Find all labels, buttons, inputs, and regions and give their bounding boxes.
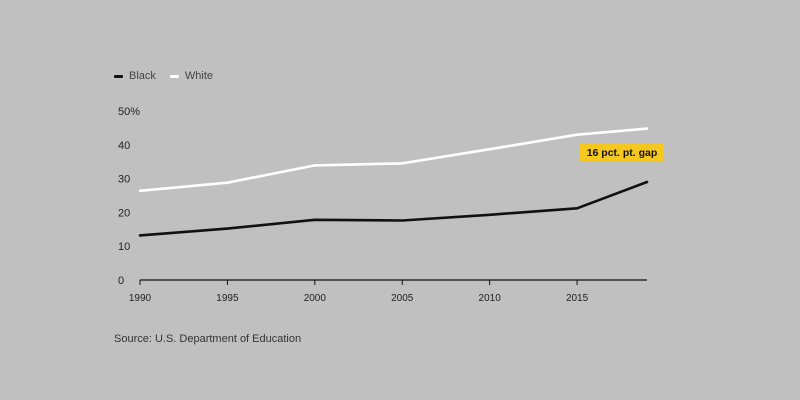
x-tick-label: 1990 (129, 293, 152, 304)
annotation-badge (580, 143, 664, 161)
x-tick-label: 2000 (304, 293, 327, 304)
y-tick-label: 0 (118, 275, 124, 287)
x-tick-label: 1995 (216, 293, 239, 304)
legend-item-black: Black (114, 70, 156, 82)
series-line-white (138, 127, 649, 193)
series-line-black (138, 180, 649, 237)
source-note: Source: U.S. Department of Education (114, 333, 302, 345)
legend: Black White (114, 70, 213, 82)
x-tick-label: 2005 (391, 293, 414, 304)
legend-swatch-white (169, 74, 179, 78)
annotation-label: 16 pct. pt. gap (587, 147, 658, 159)
y-tick-label: 20 (118, 207, 130, 219)
x-tick-label: 2010 (479, 293, 502, 304)
y-tick-label: 30 (118, 174, 130, 186)
x-tick-label: 2015 (566, 293, 589, 304)
legend-label-black: Black (129, 70, 156, 82)
legend-label-white: White (184, 70, 214, 82)
legend-item-white: White (169, 70, 214, 82)
y-tick-label: 40 (118, 140, 130, 152)
y-tick-label: 50% (118, 106, 140, 118)
y-tick-label: 10 (118, 241, 130, 253)
legend-swatch-black (114, 74, 123, 78)
